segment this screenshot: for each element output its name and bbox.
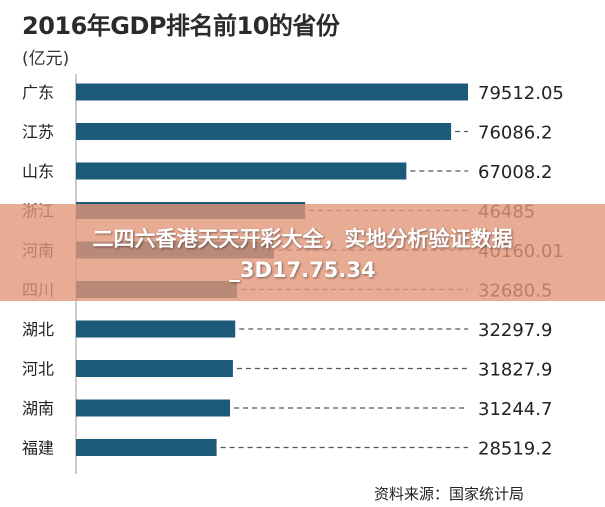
chart-title: 2016年GDP排名前10的省份 (22, 12, 340, 40)
bar (76, 123, 452, 140)
category-label: 湖南 (22, 399, 54, 418)
value-label: 31827.9 (478, 360, 552, 381)
bar (76, 360, 233, 377)
bar (76, 83, 468, 101)
overlay-title: 二四六香港天天开彩大全，实地分析验证数据 (92, 227, 513, 251)
bar (76, 399, 231, 417)
value-label: 76086.2 (478, 123, 552, 144)
category-label: 湖北 (22, 320, 54, 339)
value-label: 32297.9 (478, 320, 552, 341)
bar (76, 320, 236, 338)
value-label: 31244.7 (478, 399, 552, 420)
overlay-banner (0, 204, 605, 301)
overlay-subtitle: _3D17.75.34 (229, 258, 376, 282)
unit-label: (亿元) (22, 49, 70, 69)
value-label: 28519.2 (478, 439, 552, 460)
category-label: 江苏 (22, 123, 54, 142)
category-label: 广东 (22, 83, 54, 102)
category-label: 河北 (22, 360, 54, 379)
bar (76, 439, 217, 456)
bar (76, 162, 407, 180)
category-label: 福建 (22, 439, 54, 458)
value-label: 67008.2 (478, 162, 552, 183)
category-label: 山东 (22, 162, 54, 181)
value-label: 79512.05 (478, 83, 564, 104)
source-note: 资料来源：国家统计局 (374, 485, 525, 503)
